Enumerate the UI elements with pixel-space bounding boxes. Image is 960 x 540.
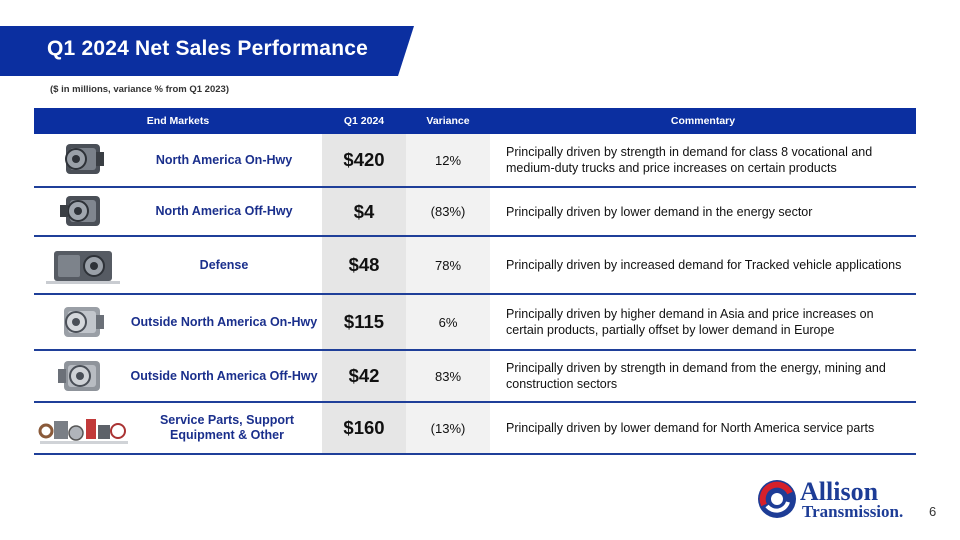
variance-value: 12% [406, 134, 490, 186]
table-row: North America Off-Hwy $4 (83%) Principal… [34, 188, 916, 237]
table-row: North America On-Hwy $420 12% Principall… [34, 134, 916, 188]
variance-value: (83%) [406, 188, 490, 235]
table-header: End Markets Q1 2024 Variance Commentary [34, 108, 916, 134]
table-row: Defense $48 78% Principally driven by in… [34, 237, 916, 295]
table-row: Outside North America On-Hwy $115 6% Pri… [34, 295, 916, 351]
variance-value: (13%) [406, 403, 490, 453]
transmission-image [40, 138, 126, 187]
commentary-text: Principally driven by lower demand in th… [506, 205, 813, 219]
table-row: Service Parts, Support Equipment & Other… [34, 403, 916, 455]
commentary-text: Principally driven by increased demand f… [506, 258, 902, 272]
commentary-text: Principally driven by higher demand in A… [506, 307, 874, 337]
commentary-text: Principally driven by strength in demand… [506, 145, 873, 175]
q1-value: $420 [322, 134, 406, 186]
page-number: 6 [929, 504, 937, 519]
header-end-markets: End Markets [146, 115, 210, 127]
q1-value: $4 [322, 188, 406, 235]
transmission-image [40, 355, 126, 402]
variance-value: 83% [406, 351, 490, 401]
table-row: Outside North America Off-Hwy $42 83% Pr… [34, 351, 916, 403]
title-band [0, 26, 414, 76]
market-label: North America Off-Hwy [155, 204, 293, 218]
header-variance: Variance [426, 115, 470, 127]
transmission-image [40, 301, 126, 348]
variance-value: 78% [406, 237, 490, 293]
logo-wordmark: Allison [800, 477, 879, 506]
market-label: Outside North America Off-Hwy [130, 368, 318, 383]
q1-value: $115 [322, 295, 406, 349]
variance-value: 6% [406, 295, 490, 349]
commentary-text: Principally driven by lower demand for N… [506, 421, 875, 435]
market-label: Defense [199, 257, 249, 272]
transmission-image [40, 191, 126, 238]
allison-logo-icon [756, 478, 798, 525]
logo-subtext: Transmission. [802, 502, 904, 521]
market-label: Service Parts, Support Equipment & Other [159, 413, 295, 442]
transmission-image [40, 245, 126, 292]
service-parts-image [36, 411, 132, 452]
commentary-text: Principally driven by strength in demand… [506, 361, 886, 391]
page-subtitle: ($ in millions, variance % from Q1 2023) [50, 84, 229, 95]
market-label: Outside North America On-Hwy [130, 314, 318, 329]
q1-value: $48 [322, 237, 406, 293]
q1-value: $160 [322, 403, 406, 453]
q1-value: $42 [322, 351, 406, 401]
header-commentary: Commentary [670, 115, 736, 127]
market-label: North America On-Hwy [155, 152, 293, 167]
net-sales-table: End Markets Q1 2024 Variance Commentary … [34, 108, 916, 455]
header-q1-2024: Q1 2024 [343, 115, 385, 127]
page-title: Q1 2024 Net Sales Performance [47, 37, 368, 60]
